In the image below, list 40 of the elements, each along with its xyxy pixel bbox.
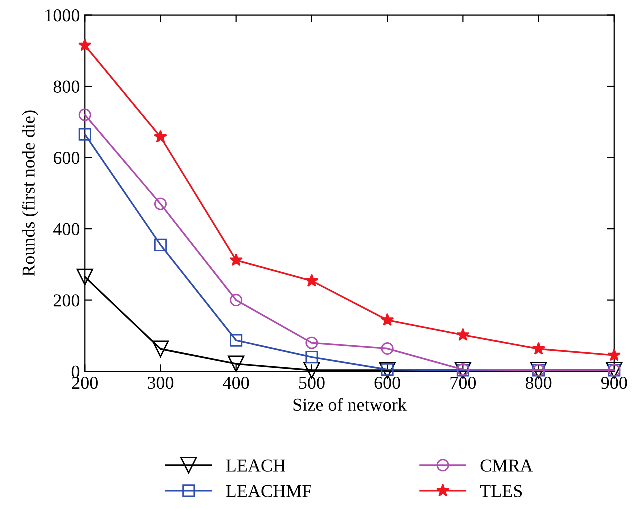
point — [78, 108, 92, 122]
y-axis-title: Rounds (first node die) — [22, 110, 39, 276]
point — [154, 238, 167, 252]
legend-label: TLES — [480, 485, 522, 498]
point — [154, 198, 167, 210]
point — [152, 340, 170, 358]
x-tick-label: 400 — [223, 376, 250, 390]
point — [228, 356, 245, 372]
point — [380, 313, 394, 326]
y-tick-label: 800 — [54, 80, 80, 93]
x-tick-label: 800 — [526, 376, 552, 390]
x-axis-title: Size of network — [294, 398, 407, 412]
y-tick-label: 0 — [72, 366, 80, 378]
point — [76, 268, 94, 286]
x-tick-label: 200 — [72, 376, 98, 390]
x-tick-label: 700 — [450, 376, 476, 390]
point — [305, 274, 319, 287]
point — [230, 253, 243, 266]
point — [306, 351, 318, 364]
point — [78, 128, 92, 141]
point — [230, 294, 243, 307]
y-tick-label: 200 — [54, 294, 80, 307]
y-tick-label: 1000 — [46, 10, 80, 22]
point — [456, 328, 470, 341]
point — [78, 38, 92, 52]
point — [608, 348, 622, 362]
point — [532, 342, 546, 355]
x-tick-label: 900 — [601, 376, 628, 390]
point — [381, 342, 394, 356]
x-tick-label: 300 — [148, 376, 174, 390]
legend-label: LEACHMF — [226, 485, 312, 498]
y-tick-label: 600 — [54, 152, 80, 164]
x-tick-label: 600 — [374, 376, 400, 390]
legend-label: CMRA — [480, 460, 534, 472]
point — [230, 334, 243, 347]
legend-label: LEACH — [226, 460, 286, 472]
x-tick-label: 500 — [299, 376, 325, 390]
point — [154, 130, 168, 143]
y-tick-label: 400 — [54, 223, 80, 236]
point — [306, 336, 318, 350]
